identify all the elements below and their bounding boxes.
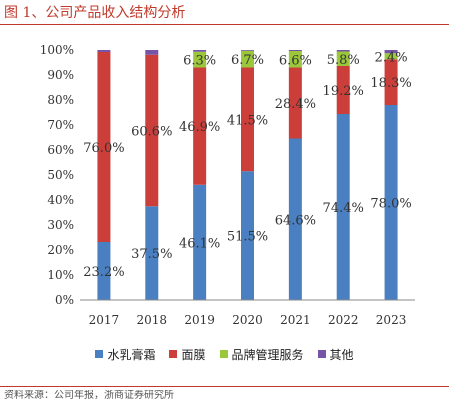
legend-swatch — [95, 350, 104, 358]
x-axis: 2017 2018 2019 2020 2021 2022 2023 — [80, 299, 415, 327]
bar-segment — [241, 67, 254, 172]
bar-segment — [336, 66, 350, 114]
y-tick-label: 70% — [47, 118, 74, 132]
bar-segment — [336, 50, 350, 52]
bar-segment — [288, 51, 302, 68]
legend-label: 品牌管理服务 — [231, 347, 304, 362]
bar-segment — [145, 206, 159, 300]
data-label: 64.6% — [275, 213, 316, 228]
bar-segment — [384, 50, 398, 54]
bar-segment — [193, 51, 207, 68]
y-tick-label: 10% — [47, 268, 74, 282]
x-tick-label: 2021 — [280, 313, 311, 327]
x-tick-label: 2018 — [137, 313, 168, 327]
bar-segment — [193, 50, 207, 52]
legend-swatch — [169, 350, 178, 358]
title-rule — [0, 24, 449, 25]
bar-segment — [97, 242, 111, 300]
x-tick-label: 2017 — [89, 313, 120, 327]
y-tick-label: 0% — [55, 293, 74, 307]
data-label: 6.3% — [183, 54, 216, 69]
y-tick-label: 40% — [47, 193, 74, 207]
bar-segment — [145, 50, 159, 55]
y-tick-label: 60% — [47, 143, 74, 157]
x-tick-label: 2022 — [328, 313, 359, 327]
bar-segment — [97, 50, 111, 52]
legend-swatch — [317, 350, 326, 358]
y-tick-label: 30% — [47, 218, 74, 232]
y-tick-label: 20% — [47, 243, 74, 257]
bar-segment — [288, 50, 302, 51]
data-label: 18.3% — [370, 76, 411, 91]
bar-segment — [384, 53, 398, 60]
figure-title: 图 1、公司产品收入结构分析 — [4, 5, 186, 21]
bar-segment — [384, 59, 398, 105]
data-label: 5.8% — [327, 53, 360, 68]
stacked-bar-chart: 0% 10% 20% 30% 40% 50% 60% 70% 80% 90% 100% 23.2% 7… — [40, 43, 415, 327]
y-tick-label: 80% — [47, 93, 74, 107]
bottom-rule — [0, 386, 449, 387]
y-tick-label: 90% — [47, 68, 74, 82]
legend-swatch — [219, 350, 228, 358]
y-tick-label: 50% — [47, 168, 74, 182]
chart-legend: 水乳膏霜 面膜 品牌管理服务 其他 — [0, 344, 449, 364]
data-label: 37.5% — [131, 247, 172, 262]
bar-segment — [288, 138, 302, 300]
data-label: 46.9% — [179, 120, 220, 135]
legend-label: 水乳膏霜 — [107, 347, 156, 362]
data-label: 6.7% — [231, 53, 264, 68]
data-labels-group: 23.2% 76.0% 37.5% 60.6% 46.1% 46.9% 6.3% 51.5% 4… — [83, 50, 411, 280]
data-label: 23.2% — [83, 265, 124, 280]
data-label: 76.0% — [83, 141, 124, 156]
bar-segment — [193, 67, 207, 185]
data-label: 6.6% — [279, 53, 312, 68]
legend-label: 其他 — [329, 347, 354, 362]
data-label: 51.5% — [227, 230, 268, 245]
legend-item: 其他 — [317, 346, 354, 363]
bar-segment — [336, 51, 350, 66]
bar-segment — [288, 67, 302, 139]
bar-segment — [336, 114, 350, 300]
data-label: 78.0% — [370, 197, 411, 212]
bar-segment — [241, 50, 254, 68]
bar-segment — [97, 52, 111, 242]
legend-item: 面膜 — [169, 346, 206, 363]
bars-group — [97, 50, 398, 300]
y-axis: 0% 10% 20% 30% 40% 50% 60% 70% 80% 90% 100% — [40, 43, 74, 307]
data-label: 28.4% — [275, 97, 316, 112]
bar-segment — [145, 54, 159, 207]
source-note: 资料来源：公司年报，浙商证券研究所 — [4, 390, 174, 401]
data-label: 19.2% — [323, 84, 364, 99]
y-tick-label: 100% — [40, 43, 74, 57]
bar-segment — [193, 184, 207, 300]
legend-item: 水乳膏霜 — [95, 346, 155, 363]
data-label: 46.1% — [179, 236, 220, 251]
x-tick-label: 2023 — [376, 313, 407, 327]
x-tick-label: 2019 — [184, 313, 215, 327]
bar-segment — [241, 50, 254, 51]
data-label: 41.5% — [227, 113, 268, 128]
legend-item: 品牌管理服务 — [219, 346, 304, 363]
bar-segment — [384, 105, 398, 300]
bar-segment — [241, 171, 254, 300]
data-label: 2.4% — [375, 50, 408, 65]
legend-label: 面膜 — [181, 347, 206, 362]
data-label: 74.4% — [323, 201, 364, 216]
data-label: 60.6% — [131, 125, 172, 140]
x-tick-label: 2020 — [232, 313, 263, 327]
